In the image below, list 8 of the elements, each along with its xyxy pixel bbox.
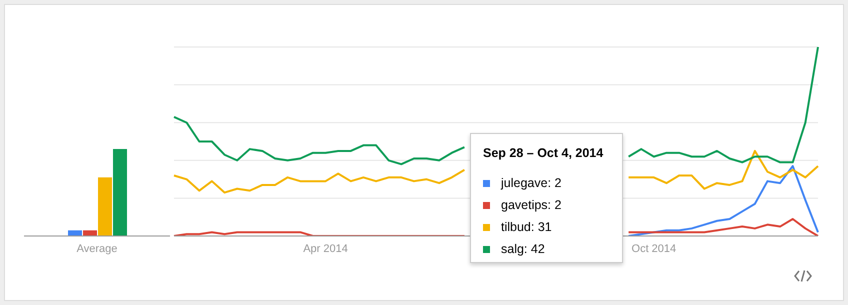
annotation: tilbud: 31 (501, 220, 552, 234)
annotation: julegave: 2 (501, 176, 562, 190)
x-tick-label: Apr 2014 (303, 242, 348, 255)
annotation: Sep 28 – Oct 4, 2014 (483, 146, 604, 160)
annotation: gavetips: 2 (501, 198, 562, 212)
x-tick-label: Oct 2014 (632, 242, 676, 255)
text: salg: 42 (501, 242, 545, 256)
x-tick-label: Average (76, 242, 118, 255)
